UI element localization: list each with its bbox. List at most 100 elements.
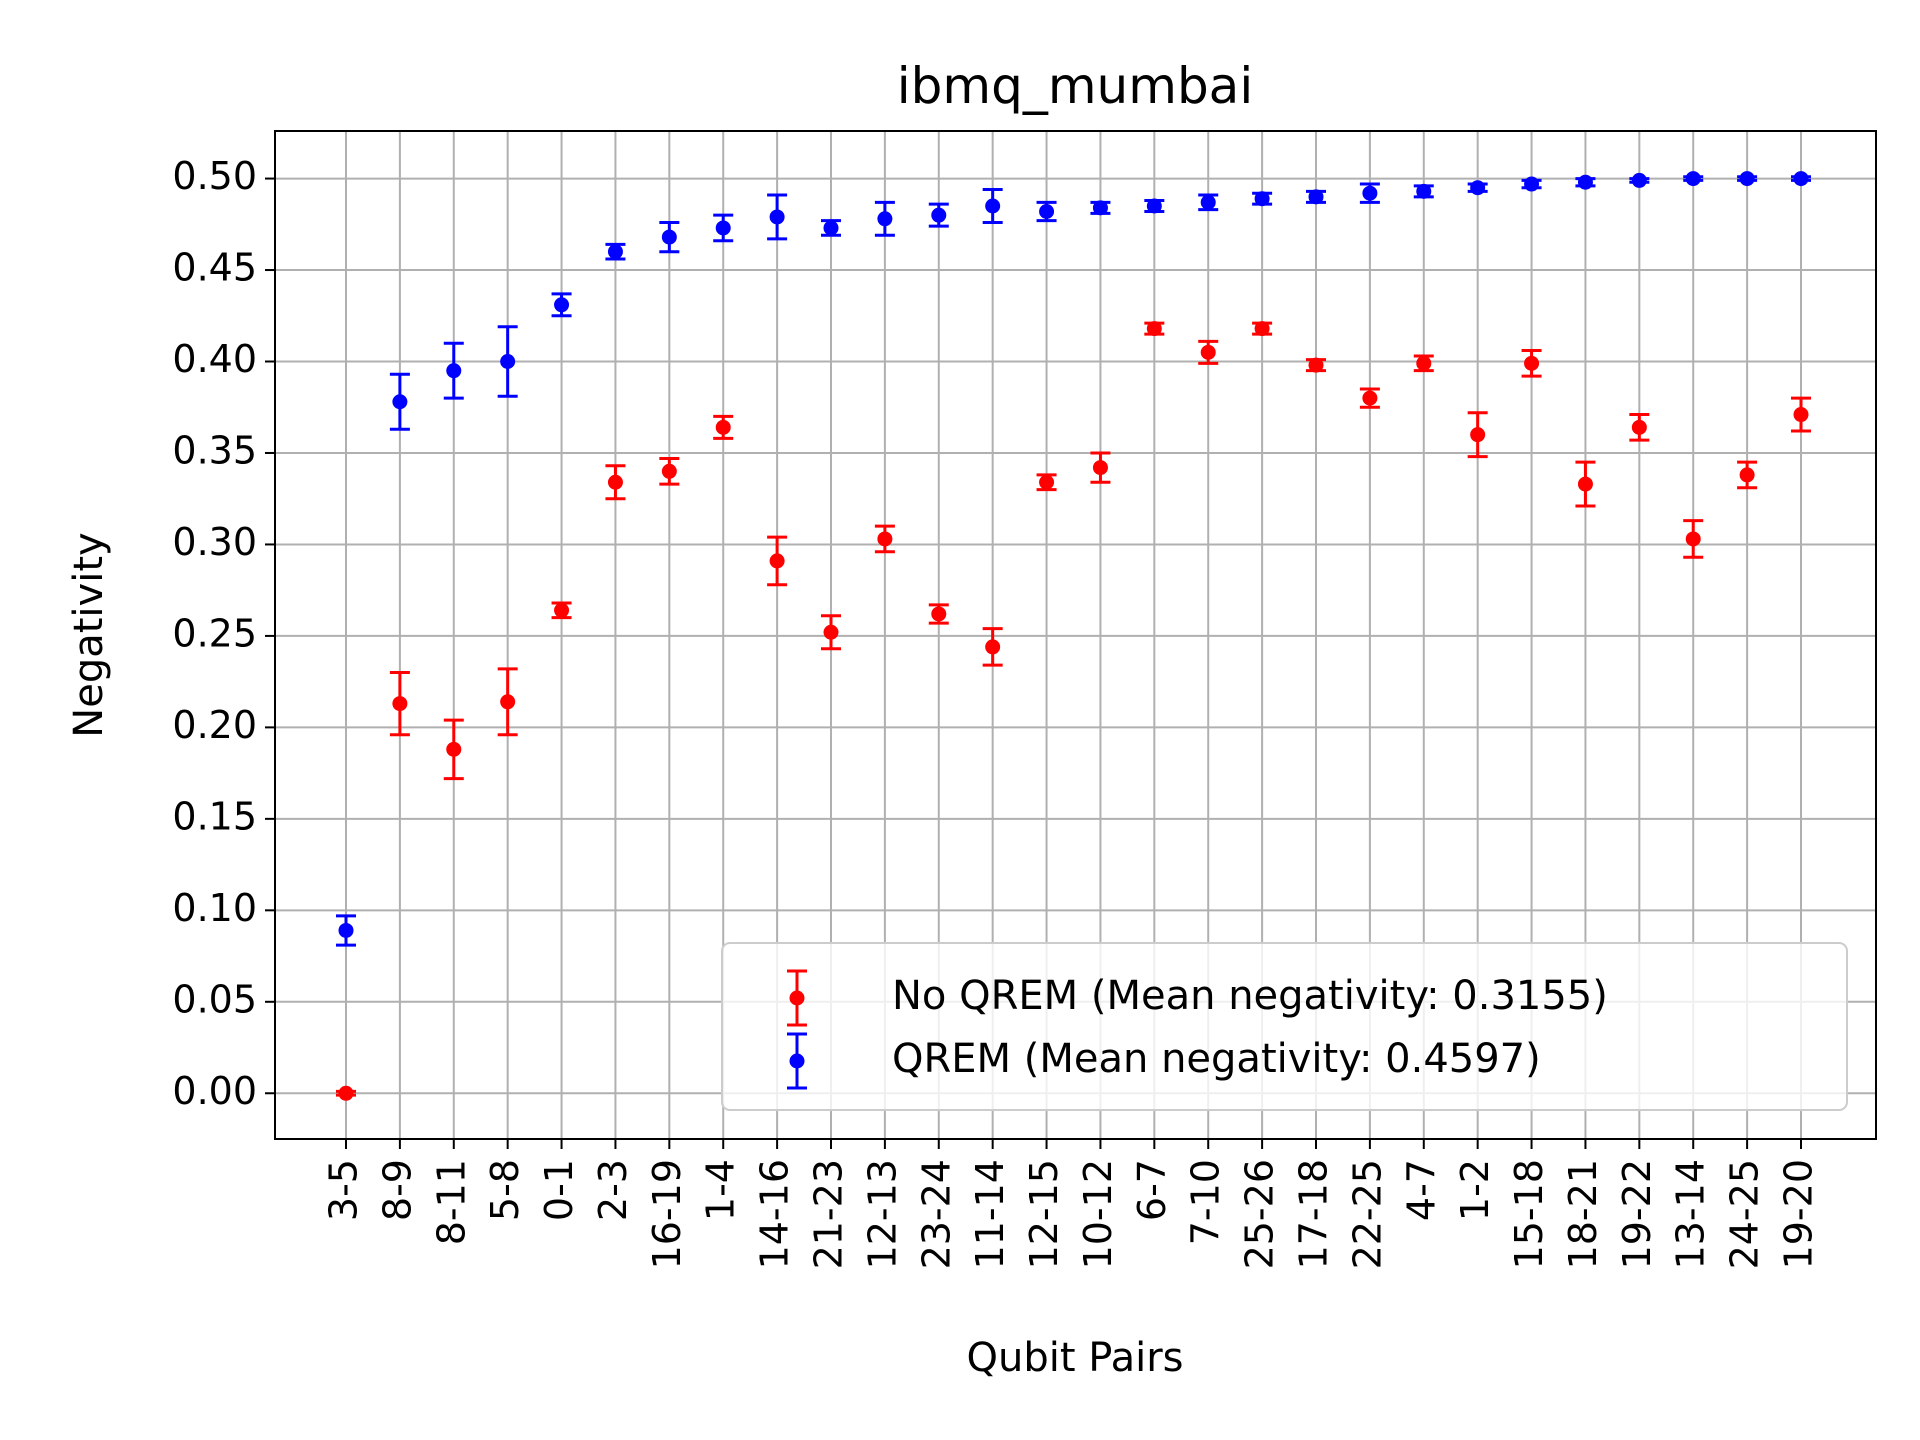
data-point: [338, 922, 354, 938]
data-point: [1524, 355, 1540, 371]
series-point: [1359, 387, 1380, 409]
data-point: [1631, 419, 1647, 435]
x-axis: 3-5 8-9 8-11 5-8 0-1 2-3 16-19 1-4 14-16 21-23 12-…: [322, 1139, 1821, 1269]
series-point: [982, 188, 1003, 224]
data-point: [985, 639, 1001, 655]
legend-marker-1: [787, 1032, 807, 1090]
data-point: [1793, 407, 1809, 423]
x-tick-label: 12-15: [1022, 1159, 1066, 1269]
data-point: [985, 198, 1001, 214]
x-tick-label: 16-19: [645, 1159, 689, 1269]
x-tick-label: 8-9: [375, 1159, 419, 1221]
data-point: [1470, 427, 1486, 443]
series-point: [1629, 413, 1650, 442]
series-point: [1791, 171, 1811, 187]
series-point: [1683, 519, 1704, 559]
series-point: [1252, 191, 1273, 207]
x-tick-label: 21-23: [807, 1159, 851, 1269]
series-point: [1737, 460, 1758, 490]
series-point: [1413, 354, 1434, 373]
x-tick-label: 14-16: [753, 1159, 797, 1269]
data-point: [1254, 321, 1270, 337]
series-0: [336, 321, 1811, 1101]
data-point: [877, 531, 893, 547]
data-point: [1308, 357, 1324, 373]
series-point: [1198, 339, 1219, 365]
legend-markers: [787, 969, 807, 1090]
series-point: [1791, 396, 1811, 433]
data-point: [500, 354, 516, 370]
x-tick-label: 6-7: [1130, 1159, 1174, 1221]
y-tick-label: 0.45: [172, 246, 257, 290]
data-point: [931, 207, 947, 223]
data-point: [392, 394, 408, 410]
data-point: [1039, 474, 1055, 490]
data-point: [554, 297, 570, 313]
series-point: [1467, 180, 1488, 196]
series-point: [443, 341, 464, 400]
series-point: [821, 219, 841, 237]
series-point: [874, 524, 895, 554]
series-point: [767, 535, 788, 587]
series-point: [1467, 411, 1488, 459]
series-point: [928, 202, 949, 228]
x-tick-label: 25-26: [1238, 1159, 1282, 1269]
y-tick-label: 0.35: [172, 428, 257, 472]
x-tick-label: 10-12: [1076, 1159, 1120, 1269]
series-point: [1306, 357, 1326, 373]
series-point: [1575, 460, 1596, 508]
x-tick-label: 15-18: [1507, 1159, 1551, 1269]
data-point: [1092, 460, 1108, 476]
series-point: [1036, 473, 1057, 492]
series-point: [659, 456, 680, 486]
legend: No QREM (Mean negativity: 0.3155) QREM (…: [721, 942, 1848, 1111]
x-tick-label: 23-24: [914, 1159, 958, 1269]
series-point: [336, 914, 356, 947]
series-point: [659, 220, 680, 254]
data-point: [392, 696, 408, 712]
series-point: [1521, 176, 1542, 192]
data-point: [1685, 171, 1701, 187]
data-point: [446, 363, 462, 379]
series-point: [1090, 200, 1111, 216]
data-point: [789, 1053, 805, 1069]
data-point: [1254, 191, 1270, 207]
y-tick-label: 0.40: [172, 337, 257, 381]
data-point: [1146, 198, 1162, 214]
x-tick-label: 1-4: [699, 1159, 743, 1221]
series-point: [767, 193, 788, 241]
series-point: [389, 671, 410, 737]
series-point: [443, 718, 464, 781]
y-tick-label: 0.20: [172, 703, 257, 747]
data-point: [1200, 194, 1216, 210]
series-point: [336, 1085, 356, 1101]
legend-label-qrem: QREM (Mean negativity: 0.4597): [892, 1036, 1541, 1082]
y-tick-label: 0.30: [172, 520, 257, 564]
data-point: [823, 624, 839, 640]
data-point: [1524, 176, 1540, 192]
data-point: [1146, 321, 1162, 337]
y-tick-label: 0.10: [172, 886, 257, 930]
data-point: [823, 220, 839, 236]
series-point: [1198, 193, 1219, 212]
series-point: [1575, 174, 1596, 190]
data-point: [1092, 200, 1108, 216]
series-point: [1306, 189, 1326, 205]
series-point: [1413, 183, 1434, 199]
data-point: [1685, 531, 1701, 547]
series-point: [1737, 171, 1758, 187]
y-axis-label: Negativity: [66, 532, 112, 737]
data-point: [1793, 171, 1809, 187]
series-point: [874, 200, 895, 237]
series-point: [928, 603, 949, 625]
data-point: [769, 553, 785, 569]
series-point: [551, 601, 572, 620]
x-tick-label: 7-10: [1184, 1159, 1228, 1245]
data-point: [554, 602, 570, 618]
x-tick-label: 13-14: [1669, 1159, 1713, 1269]
data-point: [1039, 203, 1055, 219]
data-point: [1739, 171, 1755, 187]
x-tick-label: 17-18: [1292, 1159, 1336, 1269]
data-point: [1200, 344, 1216, 360]
